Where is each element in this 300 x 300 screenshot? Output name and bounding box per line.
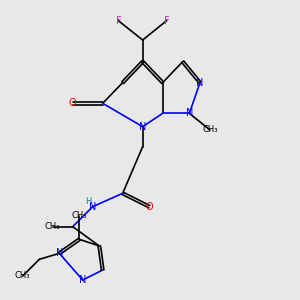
Text: F: F: [164, 16, 169, 26]
Text: CH₃: CH₃: [202, 125, 218, 134]
Text: O: O: [146, 202, 153, 212]
Text: CH₃: CH₃: [15, 272, 30, 280]
Text: N: N: [196, 78, 204, 88]
Text: N: N: [89, 202, 96, 212]
Text: CH₃: CH₃: [72, 212, 87, 220]
Text: H: H: [85, 197, 92, 206]
Text: O: O: [69, 98, 76, 108]
Text: N: N: [139, 122, 146, 132]
Text: CH₃: CH₃: [45, 222, 60, 231]
Text: N: N: [56, 248, 63, 258]
Text: N: N: [79, 275, 86, 285]
Text: F: F: [116, 16, 121, 26]
Text: N: N: [186, 108, 193, 118]
